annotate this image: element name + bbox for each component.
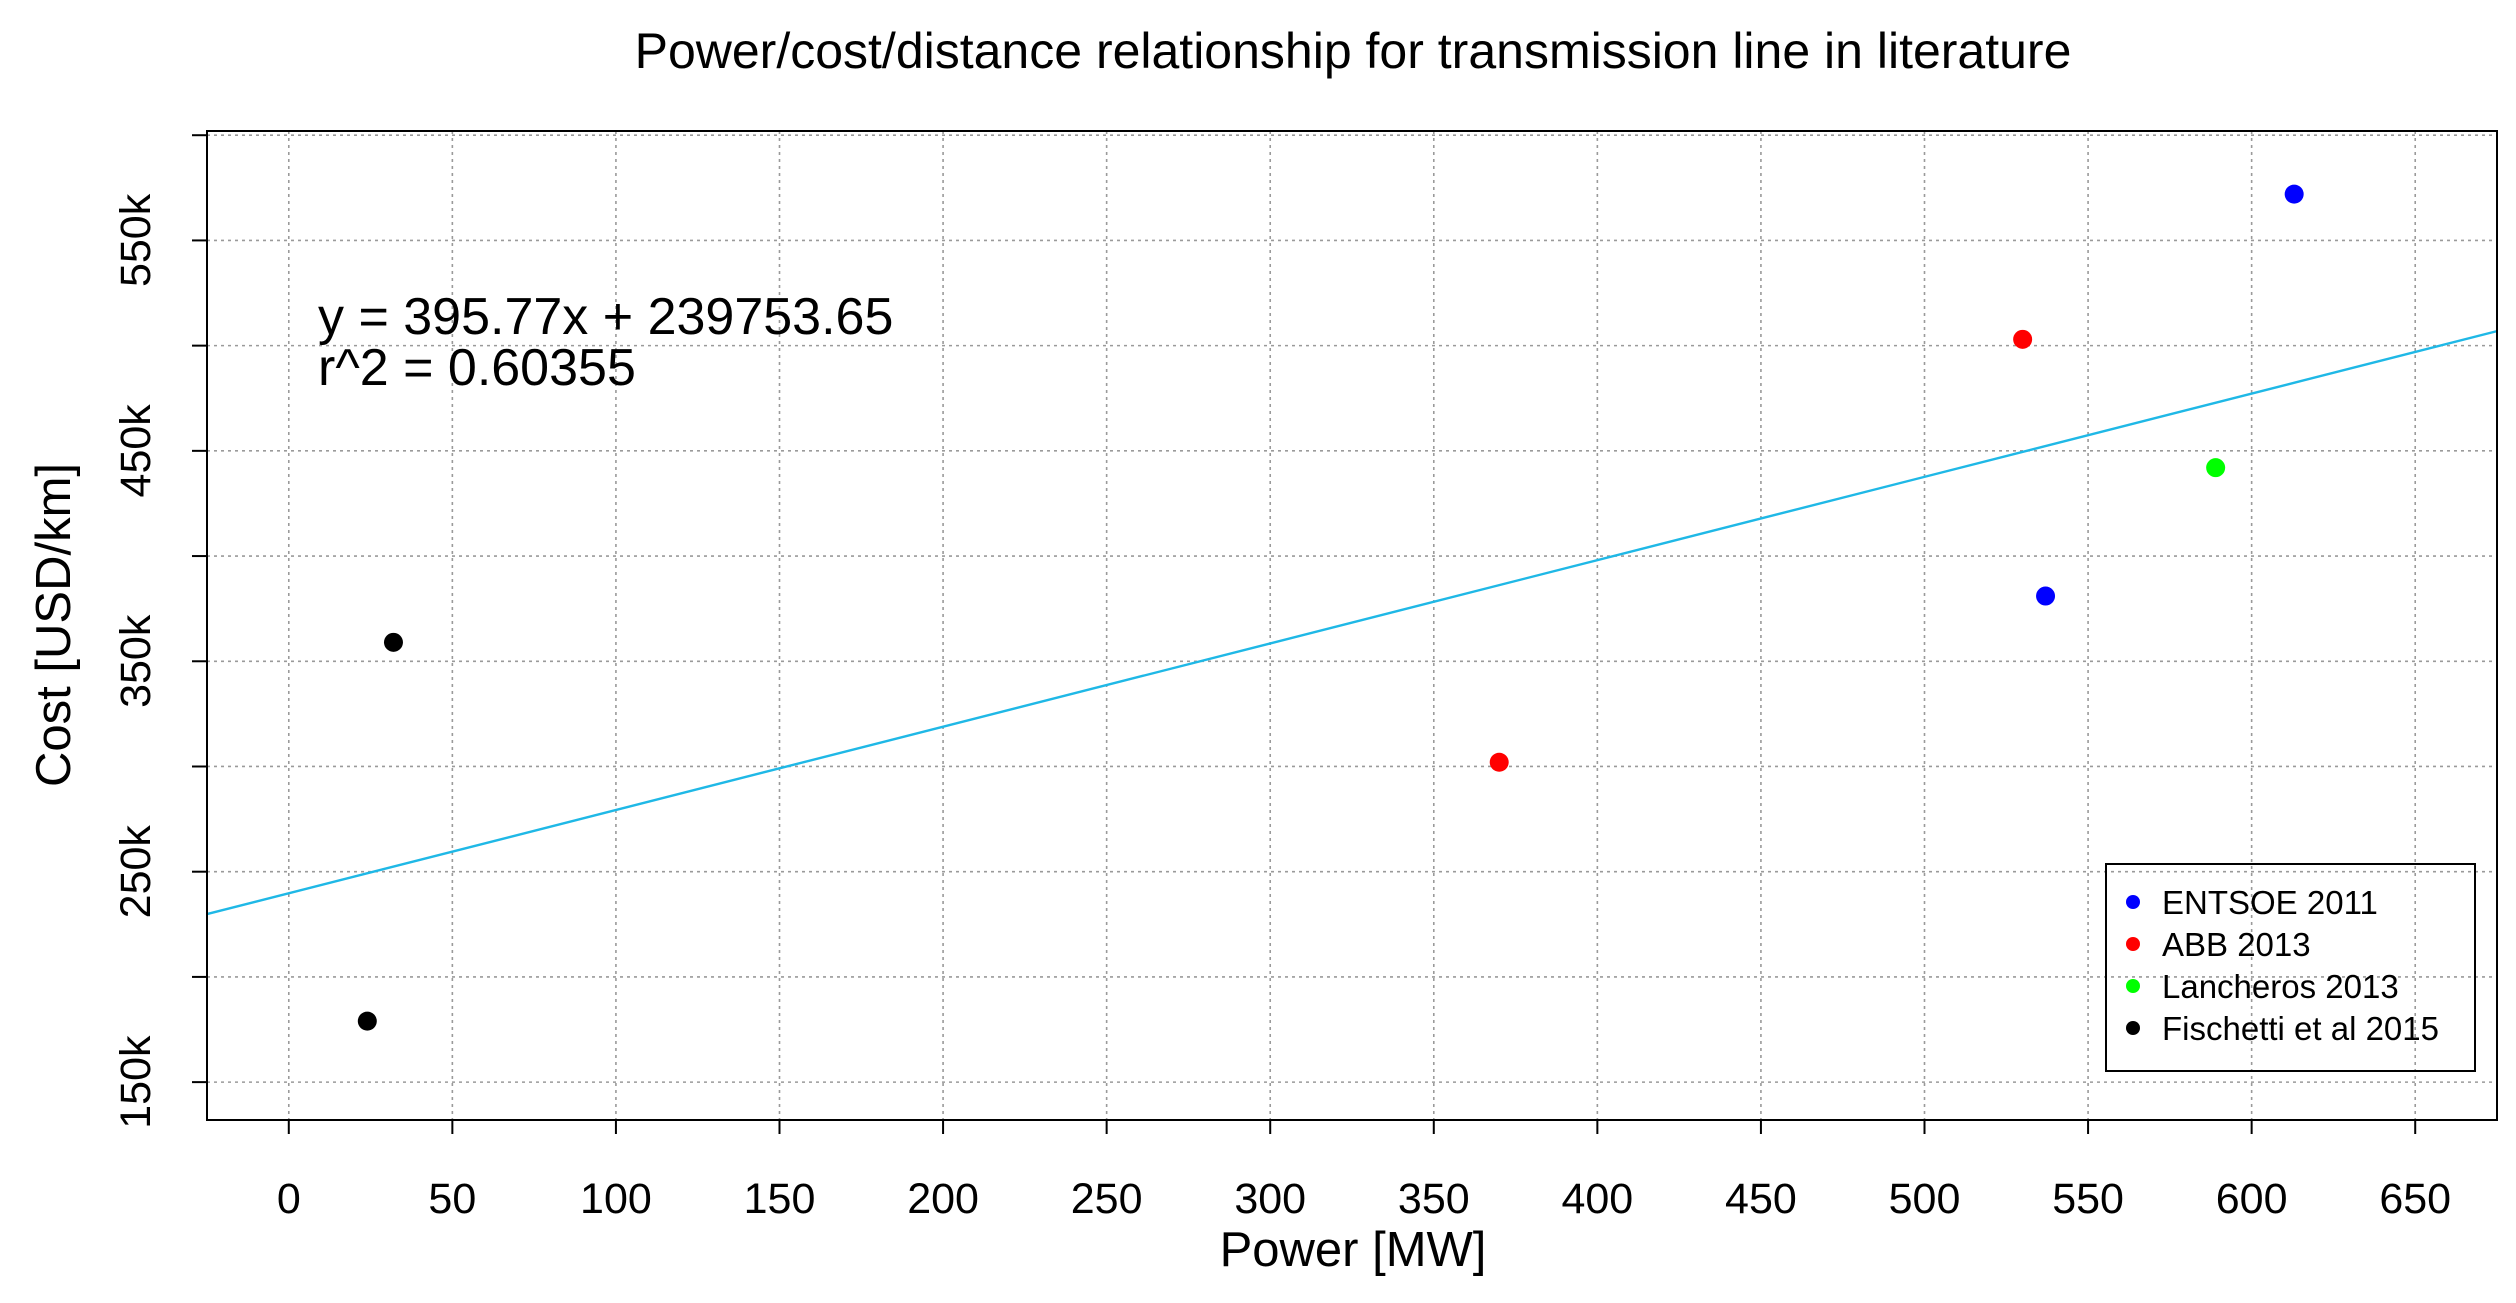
x-tick-label: 600 xyxy=(2216,1175,2288,1223)
legend-marker xyxy=(2126,937,2140,951)
x-tick-label: 100 xyxy=(580,1175,652,1223)
y-tick-label: 550k xyxy=(112,193,160,287)
legend-label: Fischetti et al 2015 xyxy=(2162,1010,2439,1047)
data-point xyxy=(2036,586,2056,606)
legend-label: Lancheros 2013 xyxy=(2162,968,2399,1005)
x-tick-label: 450 xyxy=(1725,1175,1797,1223)
legend-items: ENTSOE 2011 ABB 2013 Lancheros 2013 Fischet… xyxy=(2126,884,2439,1047)
x-tick-label: 500 xyxy=(1889,1175,1961,1223)
x-tick-label: 300 xyxy=(1234,1175,1306,1223)
legend-label: ENTSOE 2011 xyxy=(2162,884,2378,921)
r-squared-label: r^2 = 0.60355 xyxy=(318,339,636,397)
data-point xyxy=(2206,458,2226,478)
grid-lines xyxy=(207,131,2497,1120)
axis-ticks: 0 50 100 150 200 250 300 350 400 450 500 550 600 650 1… xyxy=(112,134,2451,1223)
legend-marker xyxy=(2126,895,2140,909)
x-tick-label: 650 xyxy=(2379,1175,2451,1223)
x-tick-label: 50 xyxy=(428,1175,476,1223)
data-point xyxy=(383,632,403,652)
regression-line-layer xyxy=(206,329,2498,916)
chart-title: Power/cost/distance relationship for tra… xyxy=(635,23,2072,79)
x-tick-label: 200 xyxy=(907,1175,979,1223)
data-point xyxy=(357,1011,377,1031)
legend-box xyxy=(2105,863,2476,1072)
regression-line xyxy=(206,329,2498,916)
x-tick-label: 0 xyxy=(277,1175,301,1223)
plot-frame xyxy=(206,130,2498,1121)
y-tick-label: 250k xyxy=(112,825,160,919)
x-axis-label: Power [MW] xyxy=(1220,1223,1487,1277)
x-tick-label: 550 xyxy=(2052,1175,2124,1223)
x-tick-label: 350 xyxy=(1398,1175,1470,1223)
data-points xyxy=(357,184,2304,1031)
y-tick-label: 450k xyxy=(112,404,160,498)
data-point xyxy=(2013,329,2033,349)
legend-marker xyxy=(2126,1021,2140,1035)
legend: ENTSOE 2011 ABB 2013 Lancheros 2013 Fischet… xyxy=(2105,863,2476,1072)
y-tick-label: 350k xyxy=(112,614,160,708)
x-tick-label: 150 xyxy=(744,1175,816,1223)
y-axis-label: Cost [USD/km] xyxy=(27,463,81,787)
legend-label: ABB 2013 xyxy=(2162,926,2311,963)
y-tick-label: 150k xyxy=(112,1035,160,1129)
data-point xyxy=(2284,184,2304,204)
regression-equation-label: y = 395.77x + 239753.65 xyxy=(318,288,893,346)
x-tick-label: 400 xyxy=(1561,1175,1633,1223)
x-tick-label: 250 xyxy=(1071,1175,1143,1223)
data-point xyxy=(1489,752,1509,772)
legend-marker xyxy=(2126,979,2140,993)
